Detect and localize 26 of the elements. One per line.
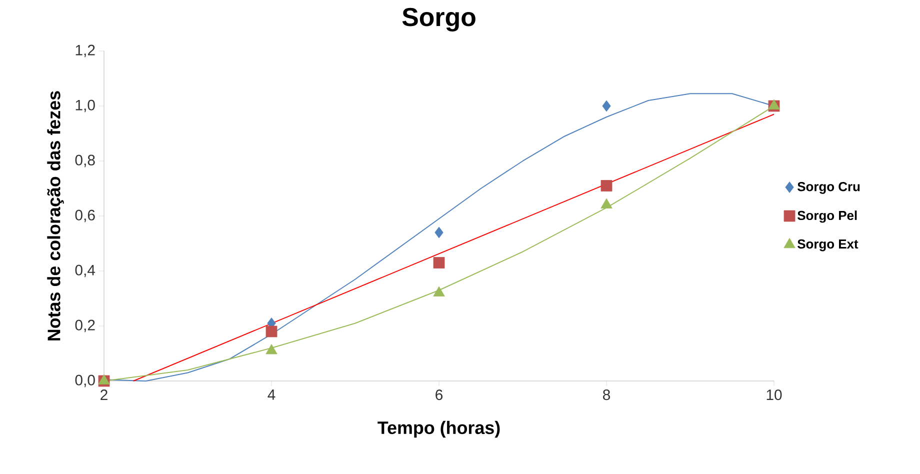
y-tick-label: 0,6 xyxy=(75,210,95,222)
point xyxy=(266,326,278,338)
y-tick-label: 0,2 xyxy=(75,320,95,332)
point xyxy=(600,180,612,192)
x-tick-label: 10 xyxy=(766,390,782,400)
x-tick-label: 4 xyxy=(268,390,276,400)
point xyxy=(602,100,611,112)
point xyxy=(98,374,110,384)
point xyxy=(266,344,278,354)
x-axis-title: Tempo (horas) xyxy=(378,420,500,438)
x-tick-label: 2 xyxy=(100,390,108,400)
legend-label: Sorgo Cru xyxy=(798,182,860,194)
point xyxy=(434,226,444,238)
point xyxy=(433,257,445,268)
x-tick-label: 6 xyxy=(436,390,443,400)
x-tick-label: 8 xyxy=(603,390,610,400)
point xyxy=(433,286,445,296)
legend-label: Sorgo Ext xyxy=(798,239,858,252)
legend-label: Sorgo Pel xyxy=(798,210,857,223)
y-axis-title: Notas de coloração das fezes xyxy=(47,91,64,340)
chart-title: Sorgo xyxy=(402,8,476,32)
y-tick-label: 0,0 xyxy=(75,374,95,388)
y-tick-label: 0,8 xyxy=(75,154,95,168)
y-tick-label: 0,4 xyxy=(75,264,96,278)
y-tick-label: 1,2 xyxy=(76,44,95,58)
y-tick-label: 1,0 xyxy=(76,100,95,112)
